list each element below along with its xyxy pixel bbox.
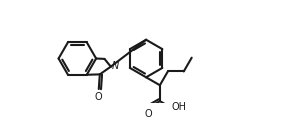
Text: O: O: [95, 92, 103, 102]
Text: O: O: [145, 109, 153, 119]
Text: OH: OH: [171, 102, 186, 112]
Text: N: N: [112, 61, 119, 71]
